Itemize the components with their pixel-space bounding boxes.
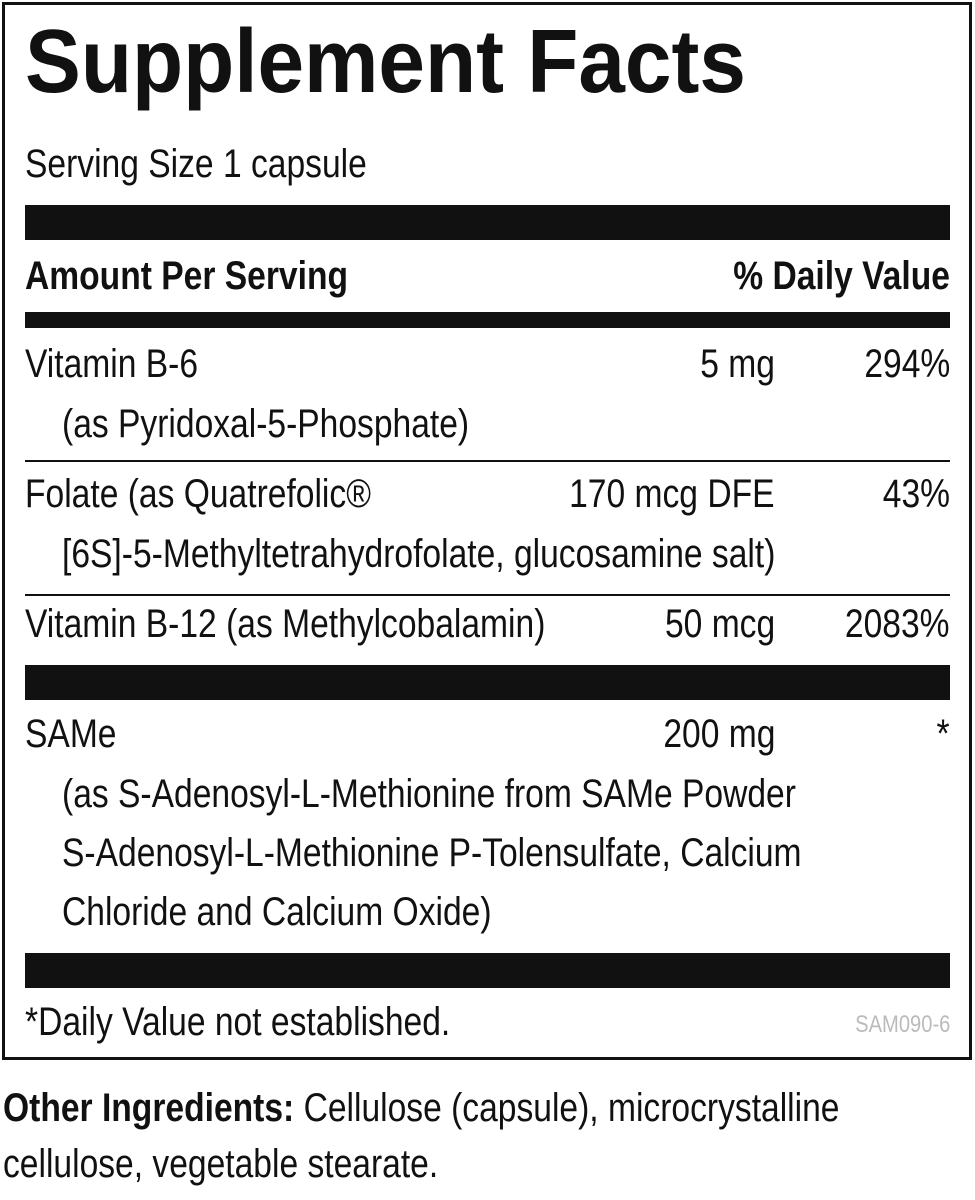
footnote: *Daily Value not established. bbox=[25, 1000, 451, 1044]
divider bbox=[25, 312, 950, 328]
other-ingredients-label: Other Ingredients: bbox=[3, 1086, 295, 1130]
title: Supplement Facts bbox=[25, 12, 746, 112]
other-ingredients-text: Cellulose (capsule), microcrystalline ce… bbox=[3, 1086, 840, 1186]
rule bbox=[25, 594, 950, 596]
nutrient-detail: (as S-Adenosyl-L-Methionine from SAMe Po… bbox=[62, 772, 796, 816]
nutrient-name: Folate (as Quatrefolic® bbox=[25, 472, 371, 516]
nutrient-detail: Chloride and Calcium Oxide) bbox=[62, 890, 492, 934]
nutrient-daily-value: 294% bbox=[864, 342, 950, 386]
other-ingredients: Other Ingredients: Cellulose (capsule), … bbox=[3, 1080, 969, 1192]
nutrient-daily-value: 43% bbox=[882, 472, 950, 516]
divider bbox=[25, 953, 950, 988]
nutrient-detail: S-Adenosyl-L-Methionine P-Tolensulfate, … bbox=[62, 831, 802, 875]
nutrient-amount: 200 mg bbox=[662, 712, 775, 756]
label-border bbox=[2, 2, 972, 1060]
header-daily-value: % Daily Value bbox=[733, 254, 950, 298]
nutrient-name: Vitamin B-12 (as Methylcobalamin) bbox=[25, 602, 546, 646]
nutrient-detail: (as Pyridoxal-5-Phosphate) bbox=[62, 402, 470, 446]
nutrient-detail: [6S]-5-Methyltetrahydrofolate, glucosami… bbox=[62, 532, 776, 576]
header-amount: Amount Per Serving bbox=[25, 254, 348, 298]
nutrient-amount: 5 mg bbox=[700, 342, 775, 386]
serving-size: Serving Size 1 capsule bbox=[25, 142, 367, 186]
code: SAM090-6 bbox=[854, 1011, 950, 1038]
divider bbox=[25, 205, 950, 240]
nutrient-name: Vitamin B-6 bbox=[25, 342, 199, 386]
nutrient-amount: 50 mcg bbox=[664, 602, 775, 646]
divider bbox=[25, 665, 950, 700]
nutrient-daily-value: * bbox=[936, 712, 950, 756]
nutrient-amount: 170 mcg DFE bbox=[569, 472, 775, 516]
rule bbox=[25, 460, 950, 462]
nutrient-daily-value: 2083% bbox=[845, 602, 950, 646]
nutrient-name: SAMe bbox=[25, 712, 117, 756]
